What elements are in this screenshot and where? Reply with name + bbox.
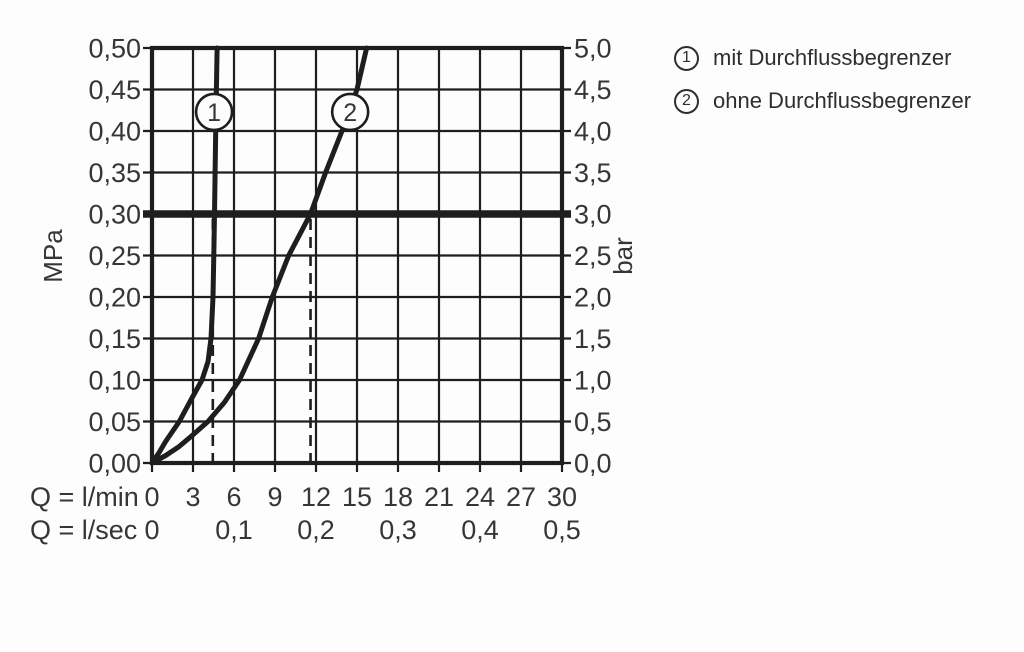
x-lsec-tick-label: 0,2: [297, 515, 335, 545]
x-lmin-tick-label: 6: [226, 482, 241, 512]
y-left-tick-label: 0,45: [88, 75, 141, 105]
x-lmin-tick-label: 3: [185, 482, 200, 512]
y-right-tick-label: 1,0: [574, 366, 612, 396]
y-right-tick-label: 0,5: [574, 407, 612, 437]
y-left-tick-label: 0,05: [88, 407, 141, 437]
plot-frame: [149, 45, 565, 466]
y-left-tick-label: 0,25: [88, 241, 141, 271]
x-lsec-tick-label: 0,4: [461, 515, 499, 545]
curve-number-circle-1: [194, 92, 234, 132]
y-left-tick-label: 0,15: [88, 324, 141, 354]
y-left-tick-label: 0,20: [88, 283, 141, 313]
x-lmin-tick-label: 15: [342, 482, 372, 512]
curve-number-circle-2: [330, 92, 370, 132]
y-left-tick-label: 0,10: [88, 366, 141, 396]
curve-series-2: [149, 45, 370, 466]
legend-label-1: mit Durchflussbegrenzer: [713, 45, 952, 70]
x-lmin-tick-label: 9: [267, 482, 282, 512]
curve-number-2: 2: [343, 99, 357, 127]
x-lmin-tick-label: 24: [465, 482, 495, 512]
x-lmin-tick-label: 18: [383, 482, 413, 512]
x-lmin-tick-label: 27: [506, 482, 536, 512]
y-left-tick-label: 0,30: [88, 200, 141, 230]
legend-label-2: ohne Durchflussbegrenzer: [713, 88, 972, 113]
y-left-tick-label: 0,00: [88, 449, 141, 479]
y-right-tick-label: 4,0: [574, 117, 612, 147]
curve-series-1: [149, 45, 220, 466]
flow-pressure-chart: 1 20,500,450,400,350,300,250,200,150,100,…: [30, 34, 638, 545]
x-lsec-tick-label: 0,1: [215, 515, 253, 545]
y-left-tick-label: 0,40: [88, 117, 141, 147]
y-right-tick-label: 1,5: [574, 324, 612, 354]
y-right-tick-label: 2,5: [574, 241, 612, 271]
y-right-tick-label: 2,0: [574, 283, 612, 313]
y-right-tick-label: 5,0: [574, 34, 612, 64]
x-axis-lsec-label: Q = l/sec: [30, 515, 137, 545]
legend: 1 mit Durchflussbegrenzer 2 ohne Durchfl…: [674, 44, 971, 130]
curve-number-1: 1: [207, 99, 221, 127]
x-lmin-tick-label: 12: [301, 482, 331, 512]
y-right-tick-label: 4,5: [574, 75, 612, 105]
y-right-tick-label: 3,0: [574, 200, 612, 230]
legend-symbol-2-icon: 2: [674, 88, 699, 114]
y-right-axis-name: bar: [608, 237, 638, 275]
legend-item-2: 2 ohne Durchflussbegrenzer: [674, 87, 971, 115]
x-lmin-tick-label: 30: [547, 482, 577, 512]
legend-item-1: 1 mit Durchflussbegrenzer: [674, 44, 971, 72]
x-lsec-tick-label: 0: [144, 515, 159, 545]
x-lmin-tick-label: 0: [144, 482, 159, 512]
y-left-tick-label: 0,50: [88, 34, 141, 64]
x-lmin-tick-label: 21: [424, 482, 454, 512]
y-right-tick-label: 0,0: [574, 449, 612, 479]
x-lsec-tick-label: 0,5: [543, 515, 581, 545]
y-right-tick-label: 3,5: [574, 158, 612, 188]
x-axis-lmin-label: Q = l/min: [30, 482, 139, 512]
legend-symbol-1-icon: 1: [674, 45, 699, 71]
y-left-axis-name: MPa: [38, 229, 68, 283]
x-lsec-tick-label: 0,3: [379, 515, 417, 545]
y-left-tick-label: 0,35: [88, 158, 141, 188]
